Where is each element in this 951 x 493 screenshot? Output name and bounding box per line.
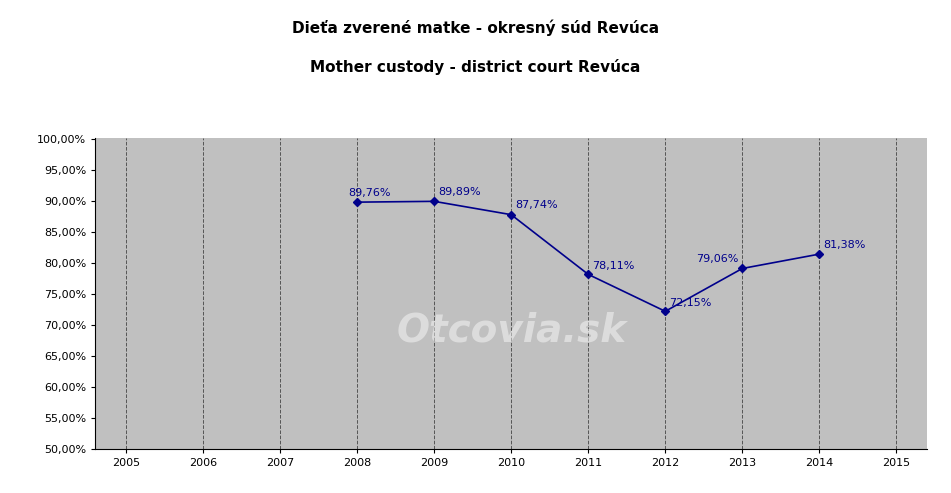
Text: 79,06%: 79,06%	[696, 254, 739, 264]
Text: 87,74%: 87,74%	[515, 201, 557, 211]
Text: Mother custody - district court Revúca: Mother custody - district court Revúca	[310, 59, 641, 75]
Text: 81,38%: 81,38%	[824, 240, 865, 250]
Text: Otcovia.sk: Otcovia.sk	[397, 312, 626, 350]
Text: Dieťa zverené matke - okresný súd Revúca: Dieťa zverené matke - okresný súd Revúca	[292, 20, 659, 36]
Text: 78,11%: 78,11%	[592, 261, 634, 272]
Text: 89,76%: 89,76%	[348, 188, 390, 198]
Text: 89,89%: 89,89%	[438, 187, 480, 197]
Text: 72,15%: 72,15%	[670, 298, 711, 308]
